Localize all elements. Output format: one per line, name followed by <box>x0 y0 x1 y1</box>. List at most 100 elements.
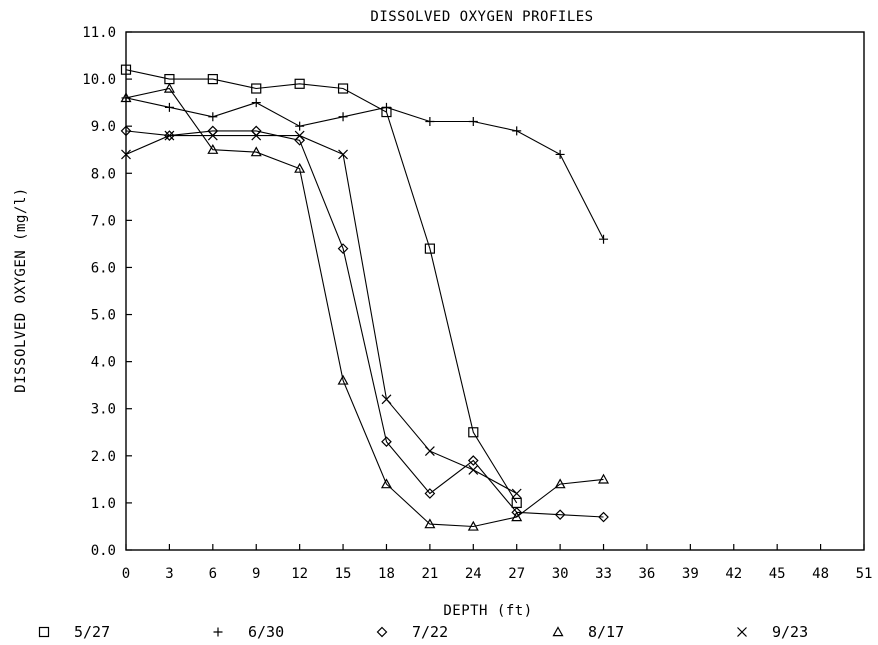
data-point-square <box>120 64 132 75</box>
data-point-diamond <box>120 125 132 137</box>
x-tick-label: 39 <box>682 566 699 582</box>
data-point-diamond <box>424 488 436 499</box>
data-point-square <box>468 427 479 438</box>
series-line-diamond <box>125 130 604 518</box>
legend-label: 7/22 <box>412 623 448 641</box>
data-point-plus <box>338 112 348 122</box>
data-point-triangle <box>120 92 132 103</box>
data-point-triangle <box>380 478 392 489</box>
x-tick-label: 21 <box>421 566 438 582</box>
chart-title: DISSOLVED OXYGEN PROFILES <box>370 9 593 25</box>
series-plus <box>121 93 609 244</box>
series-line-square <box>125 69 518 504</box>
axis-ticks <box>125 31 865 551</box>
x-tick-label: 42 <box>725 566 742 582</box>
legend-item: 5/27 <box>38 623 110 641</box>
x-tick-labels: 0 3 6 9 12 15 18 21 24 27 30 33 36 39 42 45 48 51 <box>122 566 873 582</box>
y-tick-label: 7.0 <box>91 213 116 229</box>
y-tick-label: 9.0 <box>91 119 116 135</box>
y-tick-label: 6.0 <box>91 260 116 276</box>
data-point-x <box>468 465 479 475</box>
data-point-diamond <box>381 436 392 448</box>
data-point-plus <box>251 98 261 108</box>
series-group <box>120 64 610 531</box>
x-axis-title: DEPTH (ft) <box>443 603 532 619</box>
data-point-diamond <box>598 511 609 523</box>
data-point-plus <box>512 126 522 136</box>
data-point-square <box>511 497 522 509</box>
data-point-x <box>424 446 435 457</box>
data-point-triangle <box>424 518 436 529</box>
data-point-plus <box>599 234 609 244</box>
series-diamond <box>120 125 609 523</box>
data-point-plus <box>425 116 435 126</box>
data-point-square <box>251 83 262 94</box>
y-tick-label: 4.0 <box>91 355 116 371</box>
legend-marker-x <box>737 627 747 637</box>
data-point-x <box>207 130 218 141</box>
data-point-triangle <box>511 511 523 522</box>
y-tick-label: 10.0 <box>82 72 116 88</box>
x-tick-label: 24 <box>465 566 482 582</box>
y-tick-label: 0.0 <box>91 543 116 559</box>
series-line-x <box>125 135 517 494</box>
data-point-triangle <box>337 374 349 385</box>
y-tick-label: 5.0 <box>91 308 116 324</box>
y-tick-labels: 0.0 1.0 2.0 3.0 4.0 5.0 6.0 7.0 8.0 9.0 10.0 11.0 <box>82 25 116 559</box>
y-tick-label: 1.0 <box>91 496 116 512</box>
data-point-plus <box>295 121 305 131</box>
data-point-triangle <box>294 162 306 173</box>
data-point-triangle <box>250 146 262 157</box>
legend-marker-plus <box>213 627 223 637</box>
data-point-triangle <box>163 82 175 93</box>
x-tick-label: 6 <box>209 566 217 582</box>
x-tick-label: 51 <box>856 566 873 582</box>
series-line-triangle <box>125 87 604 528</box>
legend-item: 8/17 <box>552 623 624 641</box>
legend-label: 8/17 <box>588 623 624 641</box>
data-point-plus <box>381 102 391 112</box>
legend-label: 6/30 <box>248 623 284 641</box>
data-point-x <box>164 130 175 141</box>
legend-label: 5/27 <box>74 623 110 641</box>
data-point-triangle <box>467 520 479 531</box>
x-tick-label: 0 <box>122 566 130 582</box>
data-point-x <box>511 488 522 499</box>
x-tick-label: 33 <box>595 566 612 582</box>
data-point-plus <box>468 116 478 126</box>
data-point-x <box>338 149 348 160</box>
data-point-x <box>381 394 392 405</box>
data-point-square <box>337 83 349 94</box>
legend-item: 9/23 <box>737 623 808 641</box>
y-tick-label: 8.0 <box>91 166 116 182</box>
data-point-triangle <box>207 143 219 154</box>
legend-item: 7/22 <box>376 623 448 641</box>
data-point-x <box>121 149 131 160</box>
x-tick-label: 45 <box>769 566 786 582</box>
x-tick-label: 48 <box>812 566 829 582</box>
data-point-square <box>207 73 218 85</box>
legend-marker-triangle <box>552 626 564 637</box>
series-line-plus <box>125 97 604 240</box>
x-tick-label: 9 <box>252 566 260 582</box>
series-square <box>120 64 522 509</box>
x-tick-label: 30 <box>552 566 569 582</box>
legend-item: 6/30 <box>213 623 284 641</box>
data-point-x <box>294 130 305 141</box>
legend: 5/27 6/30 7/22 8/17 9/23 <box>38 623 808 641</box>
legend-label: 9/23 <box>772 623 808 641</box>
data-point-diamond <box>164 130 175 141</box>
legend-marker-square <box>38 626 50 638</box>
legend-marker-diamond <box>376 626 388 638</box>
x-tick-label: 12 <box>291 566 308 582</box>
data-point-x <box>251 130 262 141</box>
y-tick-label: 3.0 <box>91 402 116 418</box>
x-tick-label: 3 <box>165 566 173 582</box>
y-tick-label: 2.0 <box>91 449 116 465</box>
data-point-square <box>294 78 305 89</box>
series-triangle <box>120 82 610 531</box>
x-tick-label: 27 <box>508 566 525 582</box>
x-tick-label: 36 <box>639 566 656 582</box>
data-point-diamond <box>467 455 479 466</box>
